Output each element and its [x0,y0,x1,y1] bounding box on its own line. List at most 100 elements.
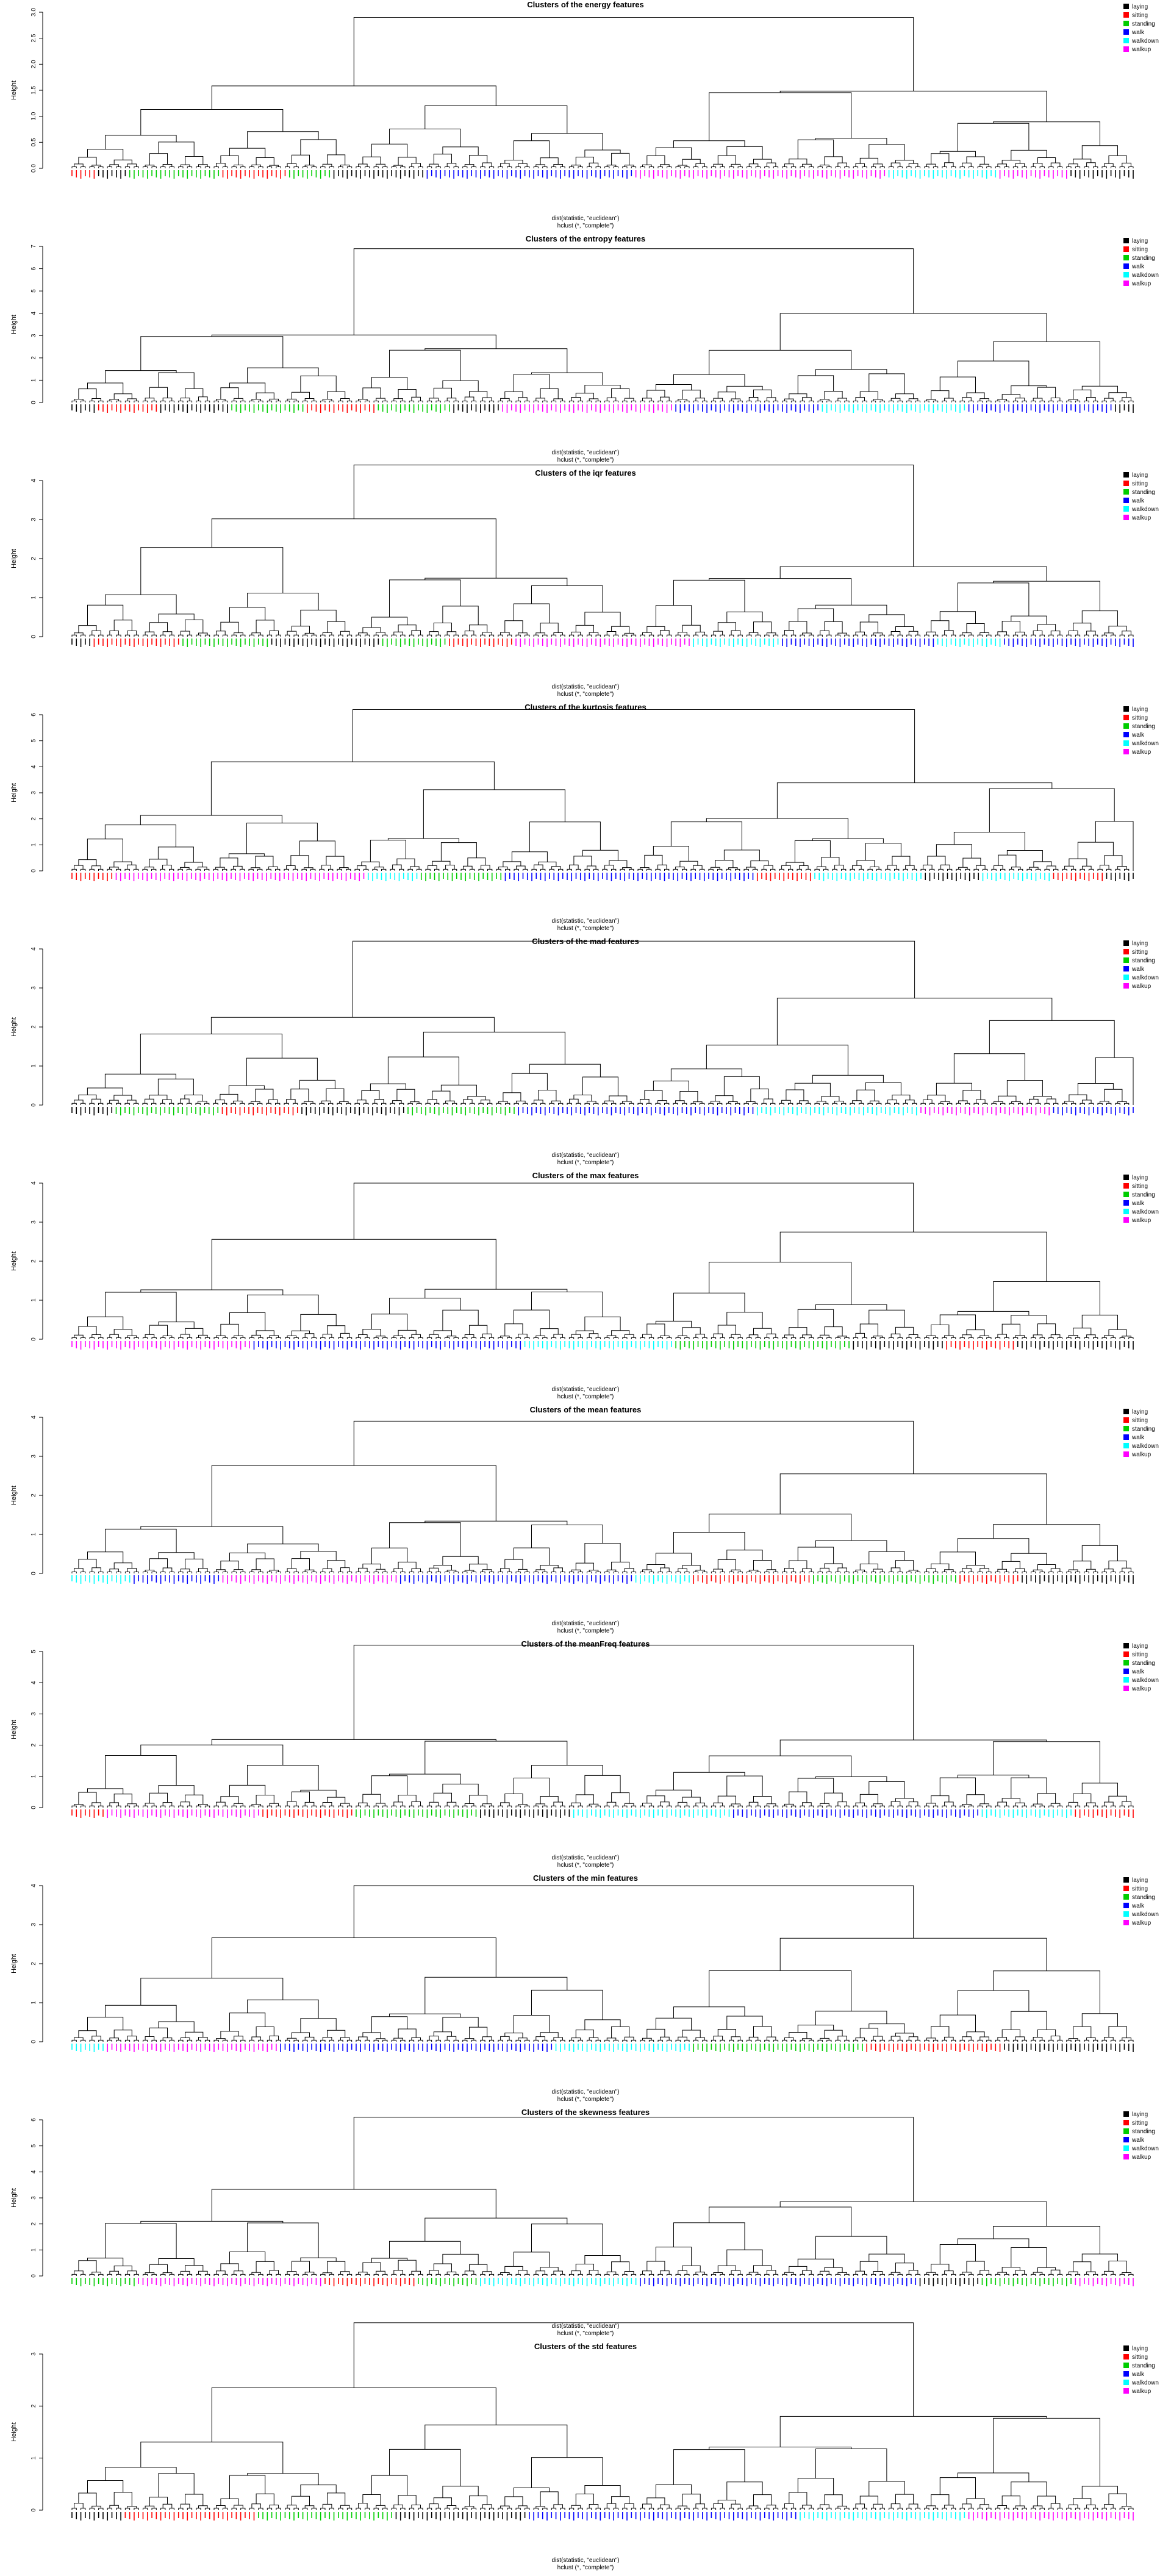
branch-link [371,617,408,628]
branch-link [471,166,476,168]
branch-link [113,1095,132,1101]
legend-label-standing: standing [1132,255,1155,262]
branch-link [216,163,226,167]
branch-link [593,1103,599,1105]
branch-link [820,630,829,635]
branch-link [789,1560,808,1569]
branch-link [529,821,601,852]
branch-link [1104,1335,1114,1338]
branch-link [542,166,548,168]
branch-link [89,1805,95,1808]
branch-link [655,384,692,390]
branch-link [747,634,752,637]
branch-link [817,1101,826,1104]
branch-link [269,630,279,635]
branch-link [957,1775,1030,1778]
branch-link [673,868,678,871]
branch-link [469,391,488,398]
branch-link [213,1337,219,1339]
branch-link [965,868,970,871]
branch-link [924,2039,929,2042]
branch-link [109,867,119,870]
branch-link [371,1775,408,1795]
branch-link [753,1103,758,1105]
branch-link [505,868,510,871]
branch-link [942,1572,947,1573]
branch-link [735,1103,740,1105]
legend-label-walkdown: walkdown [1131,740,1159,747]
branch-link [824,1563,843,1569]
branch-link [1011,1777,1047,1798]
branch-link [702,1337,707,1339]
branch-link [933,2274,939,2276]
branch-link [346,634,353,637]
branch-link [631,401,637,402]
branch-link [362,2032,381,2039]
branch-link [784,163,794,167]
branch-link [287,1801,297,1806]
branch-link [1071,868,1076,871]
branch-link [879,401,885,402]
dendrogram-panel: Clusters of the entropy features01234567… [10,234,1159,463]
branch-link [979,2036,989,2041]
branch-link [480,1572,485,1573]
branch-link [690,868,696,871]
branch-link [776,998,1053,1045]
branch-link [895,626,914,632]
branch-link [942,1805,947,1808]
branch-link [489,1337,495,1339]
branch-link [98,1572,104,1573]
branch-link [797,868,802,871]
branch-link [1022,2274,1027,2276]
branch-link [285,166,290,168]
branch-link [1066,2274,1072,2276]
branch-link [747,1805,752,1808]
branch-link [764,401,770,402]
branch-link [482,1803,492,1806]
branch-link [374,1099,384,1104]
hclust-caption: hclust (*, "complete") [557,1628,614,1634]
branch-link [498,401,503,402]
branch-link [446,398,457,401]
branch-link [755,2039,761,2042]
branch-link [675,1572,681,1573]
branch-link [195,868,201,871]
branch-link [104,1073,176,1088]
y-tick-label: 4 [30,479,37,482]
branch-link [140,1034,282,1075]
branch-link [540,388,559,399]
branch-link [959,634,965,637]
branch-link [1048,401,1054,402]
branch-link [293,868,298,871]
branch-link [407,868,413,871]
branch-link [933,401,939,402]
branch-link [604,1100,614,1104]
branch-link [743,868,749,871]
branch-link [675,1805,681,1808]
y-tick-label: 3 [30,1923,37,1927]
branch-link [293,401,299,402]
branch-link [180,1801,190,1806]
branch-link [1104,163,1114,167]
branch-link [835,1572,840,1573]
branch-link [903,868,908,871]
branch-link [915,401,920,402]
branch-link [256,1795,274,1805]
branch-link [453,166,459,168]
branch-link [134,1337,139,1339]
branch-link [761,1103,767,1105]
branch-link [304,1801,315,1806]
branch-link [670,1068,742,1081]
branch-link [761,868,767,871]
branch-link [568,1805,575,1808]
branch-link [1011,1553,1047,1565]
legend-label-walkup: walkup [1131,281,1151,287]
branch-link [606,1801,617,1806]
dendrogram-branches [71,940,1134,1105]
branch-link [361,861,380,867]
branch-link [646,155,665,165]
branch-link [320,634,326,637]
branch-link [469,1325,488,1335]
branch-link [667,2274,672,2276]
